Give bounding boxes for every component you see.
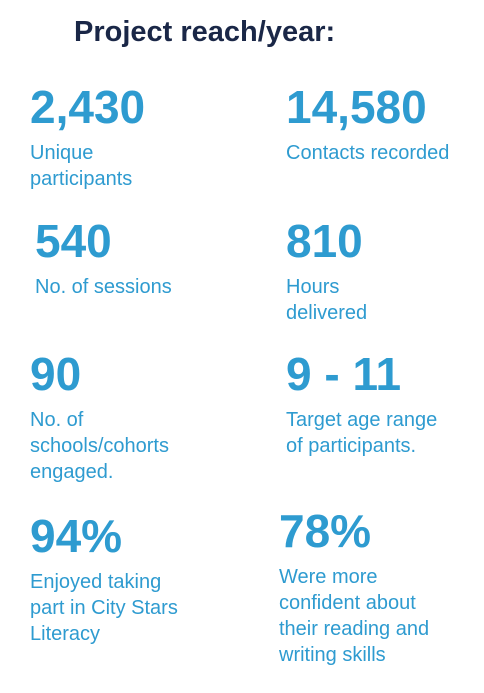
stat-label: Unique participants	[30, 142, 133, 190]
stat-label: Enjoyed taking part in City Stars Litera…	[30, 571, 178, 645]
stat-label: Target age range of participants.	[286, 409, 438, 457]
stat-target-age-range: 9 - 11 Target age range of participants.	[286, 349, 437, 459]
stat-value: 540	[35, 215, 112, 267]
stat-value: 78%	[279, 505, 372, 557]
stat-value: 9 - 11	[286, 348, 402, 400]
stat-value: 810	[286, 215, 363, 267]
stat-label: Hours delivered	[286, 276, 368, 324]
stat-value: 14,580	[286, 81, 427, 133]
stat-more-confident: 78% Were more confident about their read…	[279, 506, 429, 668]
stat-label: Were more confident about their reading …	[279, 566, 430, 666]
stat-contacts-recorded: 14,580 Contacts recorded	[286, 82, 449, 166]
stat-label: No. of schools/cohorts engaged.	[30, 409, 169, 483]
stat-schools-engaged: 90 No. of schools/cohorts engaged.	[30, 349, 169, 485]
stat-value: 2,430	[30, 81, 146, 133]
stat-hours-delivered: 810 Hours delivered	[286, 216, 367, 326]
stat-label: Contacts recorded	[286, 142, 450, 164]
stat-value: 90	[30, 348, 82, 400]
stat-label: No. of sessions	[35, 276, 172, 298]
page-title: Project reach/year:	[74, 16, 336, 48]
stat-sessions: 540 No. of sessions	[35, 216, 172, 300]
stat-value: 94%	[30, 510, 123, 562]
stat-enjoyed-taking-part: 94% Enjoyed taking part in City Stars Li…	[30, 511, 178, 647]
stat-unique-participants: 2,430 Unique participants	[30, 82, 145, 192]
